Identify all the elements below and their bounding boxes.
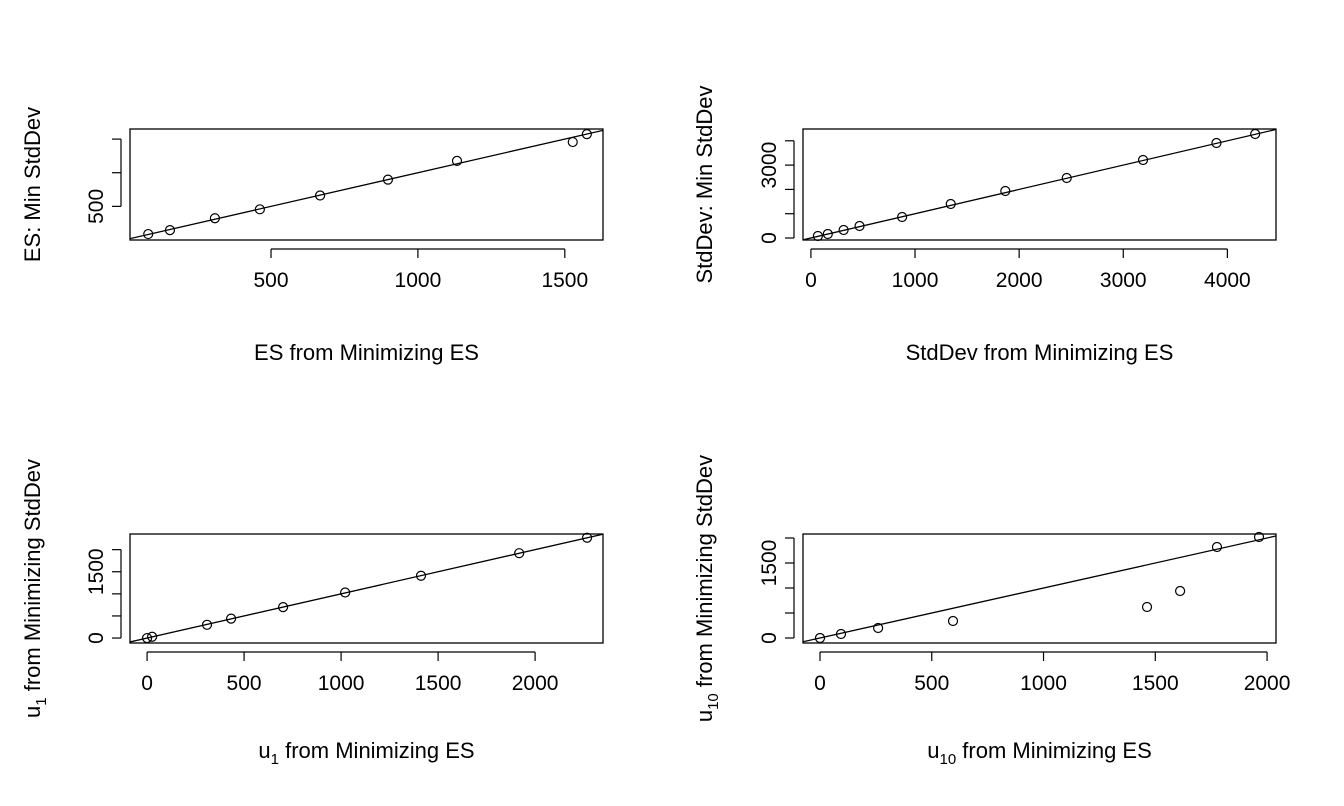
x-tick-label: 0 — [805, 269, 817, 292]
x-tick-label: 4000 — [1204, 269, 1251, 292]
x-tick-label: 500 — [227, 672, 262, 695]
x-axis-title: u1 from Minimizing ES — [258, 738, 474, 768]
x-axis-title-rest: from Minimizing ES — [279, 738, 475, 763]
plot-frame — [802, 128, 1277, 241]
data-point — [451, 155, 463, 166]
panel-2: 0 1000 2000 3000 4000 0 3000 StdDev from Minimi… — [692, 85, 1277, 365]
plot-frame — [129, 128, 604, 241]
reference-line — [130, 129, 603, 240]
data-point — [838, 224, 849, 236]
x-axis-title-base: u — [927, 738, 939, 763]
y-tick-label: 0 — [758, 232, 781, 244]
data-point — [873, 622, 884, 634]
reference-line — [803, 129, 1276, 240]
data-point — [382, 174, 394, 185]
data-point — [1061, 172, 1072, 184]
y-axis-title-sub: 10 — [705, 693, 722, 710]
x-axis-title-sub: 10 — [939, 751, 956, 768]
y-tick-label: 0 — [758, 632, 781, 644]
data-point — [277, 602, 289, 613]
data-point — [945, 198, 956, 210]
y-axis-title-rest: from Minimizing StdDev — [20, 459, 45, 697]
data-point — [164, 225, 176, 236]
x-axis-title: u10 from Minimizing ES — [927, 738, 1152, 768]
x-tick-label: 2000 — [1244, 672, 1291, 695]
x-tick-label: 1500 — [1132, 672, 1179, 695]
x-tick-label: 2000 — [512, 672, 559, 695]
data-point — [1000, 185, 1011, 197]
data-point — [415, 570, 427, 581]
x-axis-title: StdDev from Minimizing ES — [906, 340, 1174, 365]
x-axis-title: ES from Minimizing ES — [254, 340, 479, 365]
y-axis-title-base: u — [692, 710, 717, 722]
y-axis-title: u10 from Minimizing StdDev — [692, 455, 722, 722]
plot-frame — [129, 533, 604, 644]
y-tick-label: 0 — [85, 632, 108, 644]
data-point — [225, 613, 237, 624]
data-point — [201, 619, 213, 630]
data-point — [1137, 154, 1149, 166]
x-tick-label: 1500 — [541, 269, 588, 292]
plot-frame — [802, 533, 1277, 644]
y-tick-label: 3000 — [758, 142, 781, 189]
x-tick-label: 3000 — [1100, 269, 1147, 292]
x-tick-label: 1500 — [415, 672, 462, 695]
data-point — [143, 228, 154, 240]
y-tick-label: 500 — [85, 189, 108, 224]
x-tick-label: 500 — [253, 269, 288, 292]
x-tick-label: 500 — [914, 672, 949, 695]
data-point — [822, 228, 833, 240]
x-axis-title-rest: from Minimizing ES — [956, 738, 1152, 763]
y-tick-label: 1500 — [758, 540, 781, 587]
data-point — [947, 615, 959, 627]
x-tick-label: 1000 — [892, 269, 939, 292]
data-point — [854, 220, 865, 232]
y-axis-title: ES: Min StdDev — [20, 107, 45, 262]
data-point — [147, 631, 158, 642]
data-point — [1175, 585, 1186, 597]
data-point — [1253, 531, 1265, 543]
data-point — [581, 532, 593, 543]
data-point — [567, 136, 578, 148]
x-tick-label: 0 — [141, 672, 153, 695]
y-axis-title: u1 from Minimizing StdDev — [20, 459, 50, 718]
data-point — [254, 204, 265, 215]
data-point — [1211, 541, 1223, 553]
data-point — [314, 190, 326, 201]
reference-line — [130, 534, 603, 643]
data-point — [897, 211, 908, 223]
x-axis-title-base: u — [258, 738, 270, 763]
y-tick-label: 1500 — [85, 548, 108, 595]
x-tick-label: 0 — [814, 672, 826, 695]
y-axis-title-base: u — [20, 706, 45, 718]
y-axis-title-rest: from Minimizing StdDev — [692, 455, 717, 693]
data-point — [340, 587, 351, 598]
panel-1: 500 1000 1500 500 ES from Minimizing ES ES: M… — [20, 107, 604, 365]
data-point — [1211, 137, 1222, 149]
x-tick-label: 2000 — [996, 269, 1043, 292]
y-axis-title: StdDev: Min StdDev — [692, 85, 717, 283]
x-tick-label: 1000 — [395, 269, 442, 292]
data-point — [835, 628, 847, 640]
reference-line — [803, 535, 1276, 643]
data-point — [209, 213, 221, 224]
x-axis-title-sub: 1 — [271, 751, 279, 768]
y-axis-title-sub: 1 — [33, 697, 50, 705]
data-point — [1141, 601, 1153, 613]
x-tick-label: 1000 — [1020, 672, 1067, 695]
data-point — [514, 548, 525, 559]
x-tick-label: 1000 — [318, 672, 365, 695]
